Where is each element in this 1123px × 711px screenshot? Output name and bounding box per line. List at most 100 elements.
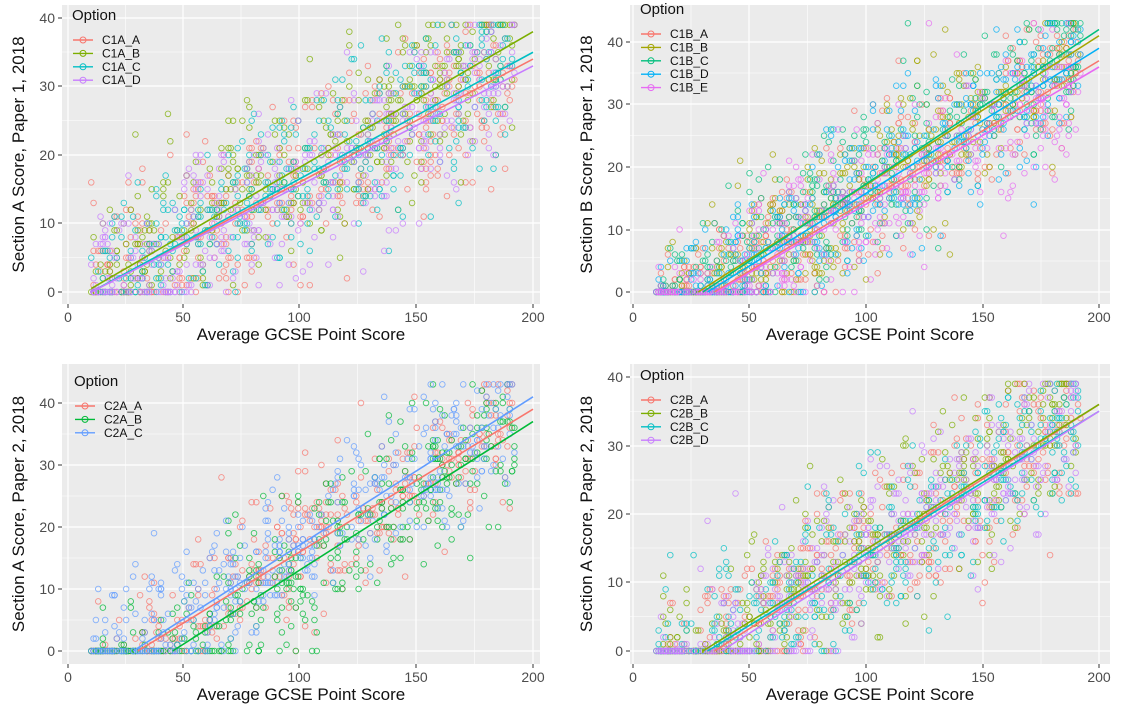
scatter-point — [332, 151, 339, 159]
scatter-point — [306, 144, 314, 152]
scatter-point — [113, 227, 121, 234]
legend-label-c1a_b: C1A_B — [102, 46, 140, 60]
scatter-point — [274, 206, 281, 214]
scatter-point — [325, 185, 332, 193]
scatter-point — [97, 261, 104, 268]
scatter-point — [246, 220, 253, 227]
scatter-point — [427, 165, 434, 172]
scatter-point — [146, 240, 153, 248]
scatter-point — [446, 83, 453, 90]
scatter-point — [497, 42, 504, 49]
scatter-point — [469, 55, 476, 63]
scatter-point — [355, 179, 362, 186]
scatter-point — [199, 275, 207, 282]
scatter-point — [306, 192, 314, 200]
scatter-point — [332, 138, 339, 145]
scatter-point — [390, 144, 397, 152]
scatter-point — [101, 227, 109, 234]
scatter-point — [246, 185, 253, 193]
scatter-point — [483, 124, 490, 131]
y-tick-label: 10 — [39, 215, 55, 231]
scatter-point — [494, 21, 502, 29]
scatter-point — [97, 247, 104, 255]
scatter-point — [87, 288, 95, 296]
scatter-point — [301, 96, 309, 104]
scatter-point — [311, 144, 318, 152]
scatter-point — [290, 261, 297, 268]
scatter-point — [139, 275, 146, 282]
scatter-point — [446, 55, 453, 63]
scatter-point — [306, 55, 314, 63]
scatter-point — [278, 117, 286, 124]
scatter-point — [387, 117, 395, 124]
scatter-point — [243, 165, 251, 172]
scatter-point — [294, 165, 302, 172]
scatter-point — [471, 21, 479, 29]
scatter-point — [187, 220, 195, 227]
scatter-point — [355, 69, 362, 77]
scatter-point — [197, 240, 204, 248]
scatter-point — [334, 110, 341, 118]
scatter-point — [155, 275, 162, 282]
scatter-point — [443, 117, 451, 124]
scatter-point — [387, 76, 395, 83]
scatter-point — [315, 206, 323, 214]
scatter-point — [429, 131, 437, 138]
scatter-point — [92, 261, 100, 268]
scatter-point — [439, 103, 446, 111]
scatter-point — [269, 233, 276, 241]
scatter-point — [129, 275, 137, 282]
scatter-point — [222, 288, 230, 296]
scatter-point — [453, 138, 460, 145]
scatter-point — [436, 131, 444, 138]
scatter-point — [364, 76, 372, 83]
scatter-point — [213, 240, 221, 248]
scatter-point — [355, 151, 362, 159]
scatter-point — [343, 165, 351, 172]
scatter-point — [264, 240, 272, 248]
scatter-point — [243, 172, 251, 179]
scatter-point — [218, 240, 225, 248]
scatter-point — [222, 185, 230, 193]
scatter-point — [246, 172, 253, 179]
scatter-point — [367, 165, 374, 172]
scatter-point — [346, 96, 353, 104]
scatter-point — [113, 254, 121, 261]
scatter-point — [392, 227, 400, 234]
scatter-point — [490, 103, 497, 111]
scatter-point — [360, 185, 367, 193]
scatter-point — [508, 55, 516, 63]
scatter-point — [318, 96, 325, 104]
scatter-point — [364, 185, 372, 193]
scatter-point — [255, 165, 262, 172]
scatter-point — [406, 62, 414, 70]
scatter-point — [153, 185, 160, 193]
scatter-point — [455, 199, 462, 207]
scatter-point — [485, 131, 493, 138]
scatter-point — [150, 288, 158, 296]
scatter-point — [220, 151, 228, 159]
scatter-point — [427, 49, 434, 56]
scatter-point — [257, 206, 265, 214]
scatter-point — [157, 261, 165, 268]
scatter-point — [132, 275, 139, 282]
scatter-point — [462, 62, 469, 70]
scatter-point — [415, 90, 423, 97]
scatter-point — [232, 185, 239, 193]
scatter-point — [201, 247, 209, 255]
scatter-point — [383, 192, 390, 200]
scatter-point — [92, 268, 100, 275]
scatter-point — [127, 288, 135, 296]
scatter-point — [141, 288, 148, 296]
scatter-point — [490, 21, 497, 29]
scatter-point — [480, 103, 488, 111]
scatter-point — [285, 158, 293, 166]
scatter-point — [387, 165, 395, 172]
scatter-point — [506, 117, 514, 124]
scatter-point — [376, 213, 383, 220]
scatter-point — [178, 220, 186, 227]
scatter-point — [139, 268, 146, 275]
scatter-point — [162, 233, 169, 241]
scatter-point — [108, 281, 116, 289]
scatter-point — [241, 281, 248, 289]
